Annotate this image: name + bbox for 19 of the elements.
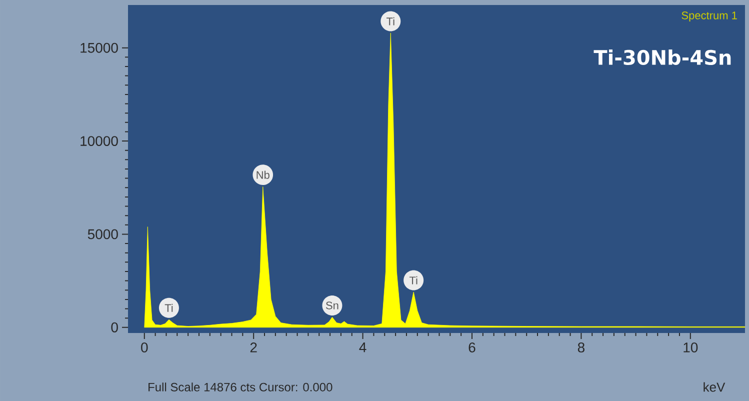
y-tick-label: 10000	[80, 136, 118, 146]
x-tick-label: 6	[468, 342, 476, 352]
annotation: Nb	[256, 170, 270, 179]
y-tick-label: 5000	[88, 229, 118, 240]
y-tick-label: 0	[111, 322, 118, 332]
text: Ti-30Nb-4Sn	[594, 50, 731, 65]
x-tick-label: 10	[684, 342, 698, 352]
text: Full Scale 14876 cts Cursor: 0.000	[148, 382, 332, 392]
x-tick-label: 8	[578, 342, 584, 352]
y-tick-label: 15000	[80, 42, 118, 53]
annotation: Ti	[164, 304, 173, 312]
annotation: Ti	[409, 276, 418, 284]
annotation: Sn	[326, 302, 338, 310]
annotation: Spectrum 1	[682, 12, 737, 22]
x-tick-label: 0	[141, 342, 148, 352]
x-axis-title: keV	[704, 382, 726, 392]
annotation: Ti	[386, 17, 394, 26]
x-tick-label: 2	[250, 342, 257, 352]
x-tick-label: 4	[359, 342, 366, 352]
